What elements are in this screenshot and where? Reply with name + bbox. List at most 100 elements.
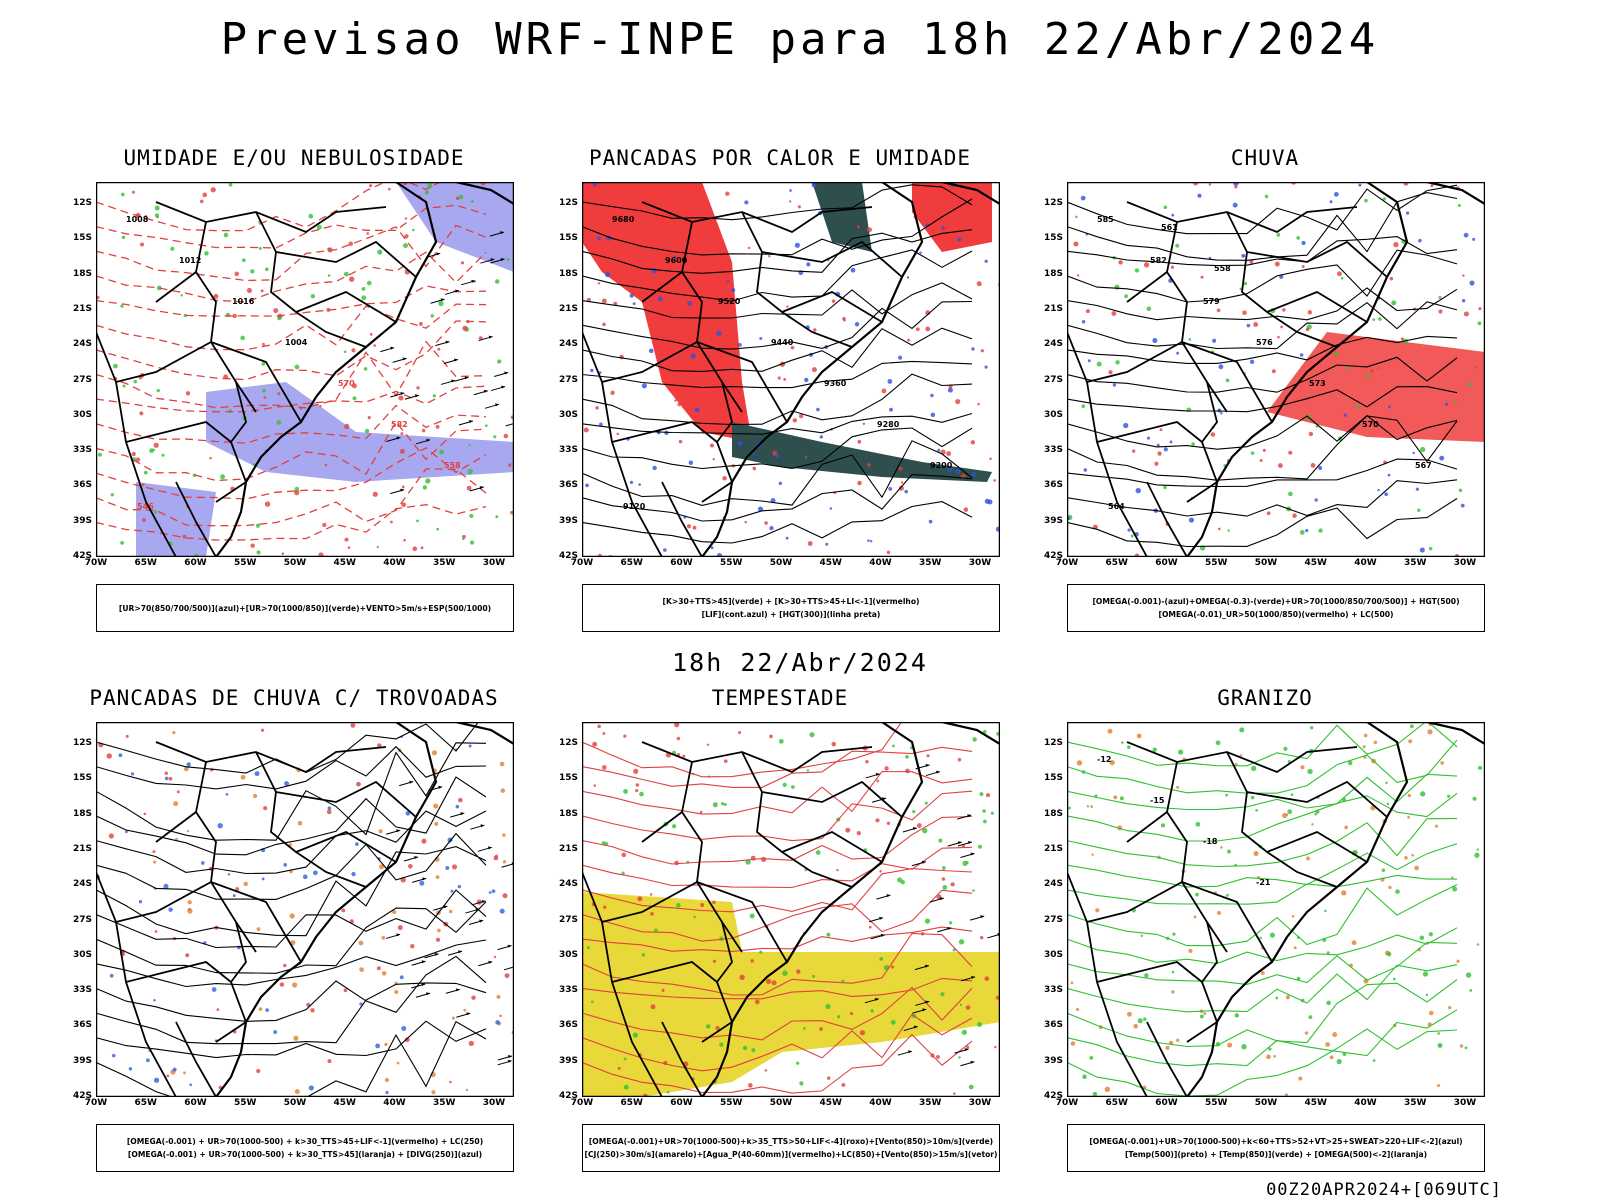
lon-tick-label: 65W (1105, 558, 1128, 568)
contour-value-label: 558 (1214, 264, 1231, 273)
contour-value-label: 570 (338, 379, 355, 388)
legend-line: [UR>70(850/700/500)](azul)+[UR>70(1000/8… (118, 603, 492, 613)
political-borders (1067, 182, 1485, 557)
lon-tick-label: 40W (869, 558, 892, 568)
political-borders (96, 182, 514, 557)
lat-tick-label: 12S (1043, 198, 1063, 208)
lat-tick-label: 21S (1043, 303, 1063, 314)
lon-tick-label: 65W (620, 558, 643, 568)
lat-tick-label: 21S (72, 843, 92, 854)
lat-tick-label: 39S (1043, 1055, 1063, 1066)
forecast-field (582, 182, 992, 482)
panel-legend: [UR>70(850/700/500)](azul)+[UR>70(1000/8… (96, 584, 514, 632)
panel-umidade: UMIDADE E/OU NEBULOSIDADE 12S 15S 18S 21S 24S… (54, 146, 554, 632)
panel-chuva: CHUVA 12S 15S 18S 21S 24S 27S 30S 33S 36S 39S 42S 70… (1025, 146, 1525, 632)
lon-tick-label: 35W (919, 558, 942, 568)
legend-line: [CJ(250)>30m/s](amarelo)+[Agua_P(40-60mm… (584, 1150, 998, 1159)
contour-value-label: 561 (1161, 223, 1178, 232)
lat-tick-label: 36S (1043, 1020, 1063, 1031)
legend-line: [Temp(500)](preto) + [Temp(850)](verde) … (1124, 1150, 1428, 1159)
lon-tick-label: 45W (1304, 1098, 1327, 1108)
contour-value-label: -12 (1097, 755, 1111, 764)
lon-tick-label: 35W (433, 1098, 456, 1108)
legend-line: [K>30+TTS>45](verde) + [K>30+TTS>45+LI<-… (662, 597, 920, 606)
panel-tempestade: TEMPESTADE 12S 15S 18S 21S 24S 27S 30S 33S 36S 39S… (540, 686, 1040, 1172)
lon-tick-label: 50W (769, 558, 793, 568)
lat-tick-label: 24S (72, 339, 92, 350)
lon-tick-label: 65W (1105, 1098, 1128, 1108)
lat-tick-label: 21S (1043, 843, 1063, 854)
lon-tick-label: 30W (968, 1098, 992, 1108)
lat-tick-label: 24S (558, 339, 578, 350)
lon-tick-label: 60W (1155, 1098, 1178, 1108)
lat-tick-label: 30S (72, 409, 92, 420)
lat-tick-label: 39S (558, 515, 578, 526)
lat-tick-label: 30S (558, 409, 578, 420)
contour-value-label: 582 (391, 420, 408, 429)
panel-legend: [OMEGA(-0.001)+UR>70(1000-500)+k>35_TTS>… (582, 1124, 1000, 1172)
lon-tick-label: 45W (819, 558, 842, 568)
lat-tick-label: 36S (72, 1020, 92, 1031)
contour-lines (96, 182, 487, 541)
main-title: Previsao WRF-INPE para 18h 22/Abr/2024 (220, 14, 1380, 65)
lon-tick-label: 30W (968, 558, 992, 568)
lon-tick-label: 35W (1404, 558, 1427, 568)
lat-tick-label: 24S (72, 879, 92, 890)
contour-value-label: 567 (1415, 461, 1432, 470)
forecast-map (582, 722, 1000, 1097)
lat-tick-label: 42S (558, 1091, 578, 1101)
panel-title: TEMPESTADE (711, 686, 849, 710)
contour-lines (1067, 184, 1458, 548)
forecast-map: -12 -15 -18 -21 (1067, 722, 1485, 1097)
forecast-map: 585 582 579 576 573 570 567 564 561 558 (1067, 182, 1485, 557)
contour-lines (1067, 722, 1458, 1097)
panel-legend: [OMEGA(-0.001) + UR>70(1000-500) + k>30_… (96, 1124, 514, 1172)
lon-tick-label: 70W (570, 558, 594, 568)
panel-title: GRANIZO (1217, 686, 1313, 710)
contour-value-label: -21 (1256, 878, 1271, 887)
lat-tick-label: 27S (558, 914, 578, 925)
lat-tick-label: 36S (558, 1020, 578, 1031)
lat-tick-label: 30S (72, 949, 92, 960)
forecast-field (136, 182, 514, 557)
lat-tick-label: 36S (1043, 480, 1063, 491)
lat-tick-label: 33S (1043, 985, 1063, 996)
contour-lines (582, 722, 973, 1094)
panel-title: PANCADAS DE CHUVA C/ TROVOADAS (89, 686, 499, 710)
lat-tick-label: 42S (558, 551, 578, 561)
lon-tick-label: 45W (333, 1098, 356, 1108)
lat-tick-label: 33S (1043, 445, 1063, 456)
lat-tick-label: 15S (558, 233, 578, 244)
lat-tick-label: 27S (1043, 374, 1063, 385)
lat-tick-label: 12S (1043, 738, 1063, 748)
lat-tick-label: 39S (72, 515, 92, 526)
lon-tick-label: 40W (869, 1098, 892, 1108)
lat-tick-label: 27S (72, 914, 92, 925)
lat-tick-label: 30S (1043, 409, 1063, 420)
contour-value-label: 9200 (930, 461, 953, 470)
contour-value-label: 1016 (232, 297, 255, 306)
lat-tick-label: 15S (558, 773, 578, 784)
contour-value-label: -18 (1203, 837, 1218, 846)
lat-tick-label: 33S (558, 985, 578, 996)
lon-tick-label: 70W (1055, 558, 1079, 568)
contour-value-label: 9360 (824, 379, 847, 388)
lon-tick-label: 55W (720, 558, 743, 568)
lat-tick-label: 39S (1043, 515, 1063, 526)
contour-lines (96, 722, 487, 1097)
panel-legend: [OMEGA(-0.001)+UR>70(1000-500)+k<60+TTS>… (1067, 1124, 1485, 1172)
contour-value-label: 570 (1362, 420, 1379, 429)
lon-tick-label: 40W (1354, 558, 1377, 568)
political-borders (582, 722, 1000, 1097)
contour-value-label: 582 (1150, 256, 1167, 265)
lon-tick-label: 30W (1453, 558, 1477, 568)
legend-line: [OMEGA(-0.001) + UR>70(1000-500) + k>30_… (126, 1137, 484, 1146)
lon-tick-label: 60W (670, 1098, 693, 1108)
lat-tick-label: 18S (72, 808, 92, 819)
lon-tick-label: 60W (1155, 558, 1178, 568)
lat-tick-label: 33S (558, 445, 578, 456)
lat-tick-label: 21S (558, 843, 578, 854)
panel-pancadas-calor: PANCADAS POR CALOR E UMIDADE 12S 15S 18S 21S… (540, 146, 1040, 632)
lat-tick-label: 15S (1043, 773, 1063, 784)
